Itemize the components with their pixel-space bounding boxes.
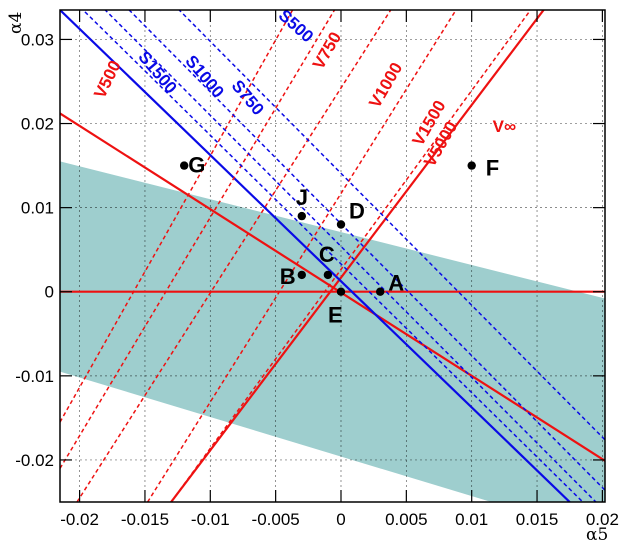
allowed-region-layer [60, 161, 605, 502]
y-tick-label-3: 0 [45, 283, 54, 302]
point-j [297, 211, 306, 221]
line-s500 [178, 10, 605, 441]
x-tick-label-3: -0.005 [252, 510, 300, 529]
line-v1500 [146, 10, 457, 502]
line-v1000 [76, 10, 392, 502]
point-label-a: A [388, 271, 404, 296]
point-label-c: C [319, 242, 335, 267]
line-v500 [60, 10, 294, 423]
points-layer: A BCD E F G J [180, 153, 499, 328]
y-tick-label-4: -0.01 [15, 367, 54, 386]
point-f [467, 161, 476, 170]
point-e [336, 287, 346, 296]
x-tick-label-6: 0.01 [455, 510, 488, 529]
line-v750 [60, 10, 336, 469]
line-vinf [170, 10, 545, 502]
x-axis-title: α5 [586, 525, 608, 545]
x-tick-label-2: -0.01 [191, 510, 230, 529]
point-label-d: D [349, 199, 365, 224]
y-tick-label-0: 0.03 [21, 30, 54, 49]
point-b [297, 270, 306, 280]
constraint-lines-layer [60, 10, 605, 502]
x-tick-label-8: 0.02 [586, 510, 619, 529]
y-tick-label-5: -0.02 [15, 451, 54, 470]
allowed-region-band [60, 161, 605, 502]
point-label-g: G [188, 153, 205, 178]
point-c [323, 270, 333, 280]
line-v5000 [170, 10, 532, 502]
line-s750 [128, 10, 605, 491]
point-label-b: B [280, 264, 296, 289]
line-s1500 [81, 10, 584, 502]
point-g [180, 161, 189, 170]
point-d [336, 220, 346, 229]
line-label-vinf: V∞ [493, 117, 516, 136]
x-tick-label-4: 0 [336, 510, 345, 529]
point-label-e: E [328, 303, 343, 328]
y-tick-label-1: 0.02 [21, 115, 54, 134]
point-label-j: J [296, 185, 308, 210]
line-s1000 [104, 10, 597, 502]
point-label-f: F [486, 156, 499, 181]
x-tick-label-1: -0.015 [121, 510, 169, 529]
point-a [376, 287, 385, 296]
tick-labels-layer: -0.02 -0.015 -0.01 -0.005 0 0.005 0.01 0.015 0.0… [15, 30, 619, 529]
y-tick-label-2: 0.01 [21, 199, 54, 218]
plot-frame [59, 9, 606, 503]
x-tick-label-5: 0.005 [385, 510, 428, 529]
line-unlabeled-3 [60, 10, 571, 502]
x-tick-label-0: -0.02 [60, 510, 99, 529]
line-unlabeled-1 [60, 112, 605, 462]
y-axis-title: α4 [6, 12, 26, 34]
x-tick-label-7: 0.015 [516, 510, 559, 529]
ticks-layer [60, 10, 605, 502]
